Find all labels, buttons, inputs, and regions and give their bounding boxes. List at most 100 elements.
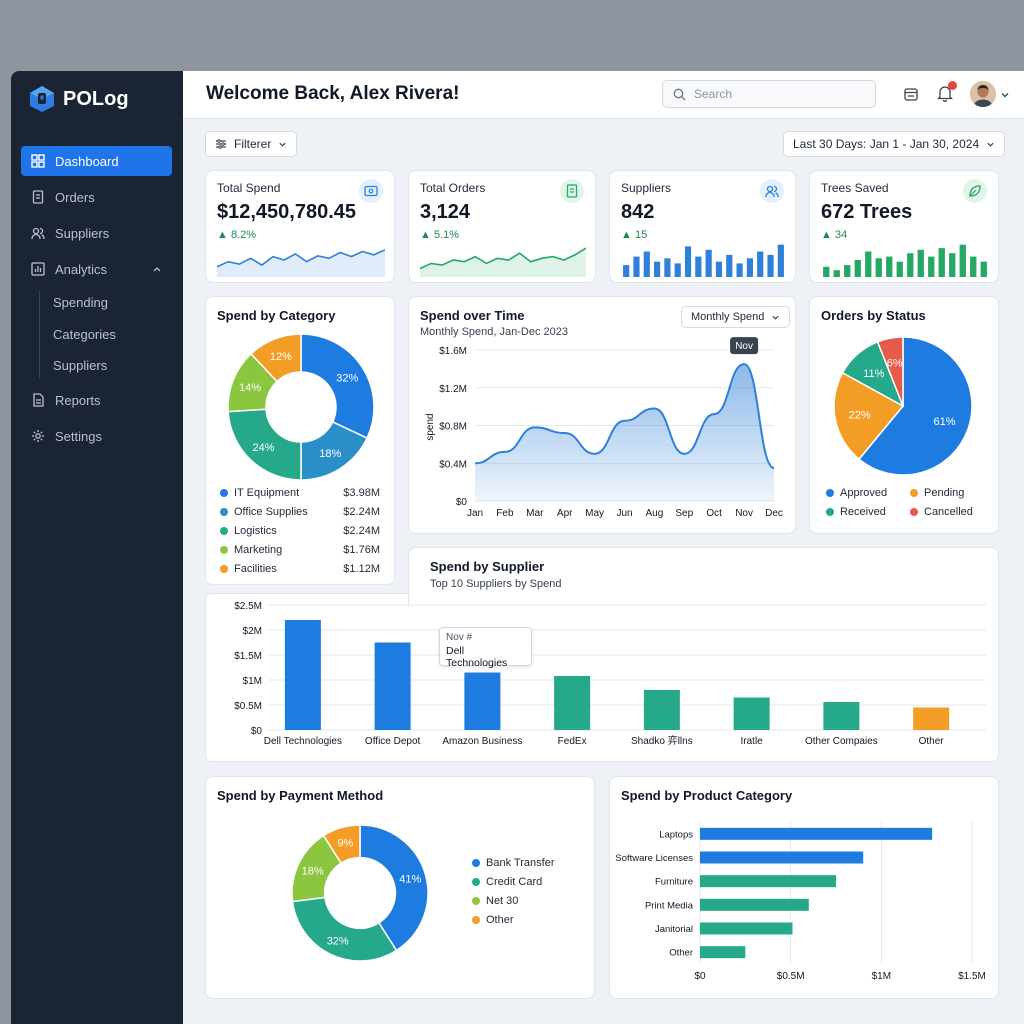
sparkline-bar [980, 261, 987, 277]
pie-slice-label: 18% [302, 866, 324, 878]
kpi-sparkline [420, 247, 586, 277]
sparkline-bar [777, 244, 784, 277]
legend-item: Approved [826, 487, 887, 499]
orders-by-status-card: Orders by Status 61% 22% 11% 6% Approved Pe… [809, 296, 999, 534]
pie-slice [857, 336, 973, 476]
x-tick-label: Jan [467, 508, 483, 519]
sidebar-item-label: Reports [55, 392, 101, 408]
area-fill [475, 364, 774, 501]
kpi-delta-value: 8.2% [230, 229, 257, 241]
chart-tooltip-text: Nov [735, 341, 753, 352]
legend-item: Facilities [220, 563, 277, 575]
receipt-icon [560, 179, 584, 203]
legend-item: IT Equipment [220, 487, 299, 499]
kpi-card-trees-saved[interactable]: Trees Saved 672 Trees ▲ 34 [809, 170, 999, 283]
legend-item: Other [472, 914, 514, 926]
sparkline-bar [695, 256, 702, 277]
kpi-value: 3,124 [420, 201, 471, 223]
y-tick-label: $0.8M [439, 422, 467, 433]
legend-label: Office Supplies [234, 506, 308, 518]
y-tick-label: $0.4M [439, 459, 467, 470]
app-name: POLog [63, 87, 129, 110]
sliders-icon [216, 139, 226, 149]
spend-by-product-chart: $0 $0.5M $1M $1.5M Laptops Software Licenses F… [615, 822, 986, 982]
bar [700, 922, 793, 935]
y-tick-label: $1.6M [439, 346, 467, 357]
x-tick-label: Dec [765, 508, 783, 519]
sidebar-subitem-suppliers[interactable]: Suppliers [53, 358, 108, 373]
x-tick-label: Apr [557, 508, 573, 519]
sidebar-item-dashboard[interactable]: Dashboard [21, 146, 172, 176]
chevron-down-icon[interactable] [1000, 90, 1010, 100]
legend-swatch [220, 546, 228, 554]
legend-label: Pending [924, 487, 965, 499]
x-tick-label: $0 [694, 971, 706, 982]
spend-over-time-chart: $0 $0.4M $0.8M $1.2M $1.6M spend Jan Feb Mar Apr M… [425, 337, 783, 519]
kpi-sparkline [217, 249, 385, 277]
logo-icon [30, 86, 54, 112]
legend-value: $1.76M [343, 544, 380, 556]
sparkline-area [420, 248, 586, 277]
sparkline-bar [854, 260, 861, 277]
kpi-card-total-orders[interactable]: Total Orders 3,124 ▲ 5.1% [408, 170, 596, 283]
avatar[interactable] [970, 81, 996, 107]
kpi-value: 842 [621, 201, 655, 223]
legend-item: Marketing [220, 544, 282, 556]
kpi-card-total-spend[interactable]: Total Spend $12,450,780.45 ▲ 8.2% [205, 170, 395, 283]
notification-bell[interactable] [936, 81, 957, 104]
search-input[interactable]: Search [662, 80, 876, 108]
y-tick-label: $0.5M [234, 701, 262, 712]
submenu-guide-line [39, 291, 40, 379]
legend-swatch [220, 527, 228, 535]
sidebar-subitem-spending[interactable]: Spending [53, 295, 108, 310]
legend-label: Logistics [234, 525, 277, 537]
app-window: POLog Dashboard Orders Suppliers Analyti… [11, 71, 1024, 1024]
sidebar-item-analytics[interactable]: Analytics [21, 254, 172, 284]
sidebar: POLog Dashboard Orders Suppliers Analyti… [11, 71, 183, 1024]
pie-slice-label: 32% [336, 373, 358, 385]
app-logo[interactable]: POLog [29, 85, 129, 113]
top-bar: Welcome Back, Alex Rivera! Search [183, 71, 1024, 119]
y-tick-label: Print Media [645, 900, 694, 911]
legend-label: Facilities [234, 563, 277, 575]
kpi-value: $12,450,780.45 [217, 201, 357, 223]
kpi-card-suppliers[interactable]: Suppliers 842 ▲ 15 [609, 170, 796, 283]
monthly-spend-select[interactable]: Monthly Spend [681, 306, 791, 328]
y-tick-label: $2.5M [234, 601, 262, 612]
sparkline-bar [917, 249, 924, 277]
kpi-delta: ▲ 8.2% [217, 229, 257, 241]
kpi-delta-value: 5.1% [433, 229, 460, 241]
sparkline-bar [674, 263, 681, 277]
sparkline-area [217, 249, 385, 277]
sidebar-item-label: Suppliers [55, 225, 110, 241]
chevron-down-icon [772, 315, 780, 320]
pie-slice-label: 61% [934, 416, 956, 428]
x-tick-label: Other [919, 736, 945, 747]
sidebar-item-reports[interactable]: Reports [21, 385, 172, 415]
card-title: Orders by Status [821, 308, 926, 323]
date-range-select[interactable]: Last 30 Days: Jan 1 - Jan 30, 2024 [783, 131, 1006, 157]
orders-status-pie: 61% 22% 11%6% [833, 336, 973, 476]
kpi-title: Total Orders [420, 181, 486, 195]
legend-label: Net 30 [486, 895, 519, 907]
x-tick-label: Feb [496, 508, 514, 519]
sparkline-bar [643, 251, 650, 277]
sidebar-item-orders[interactable]: Orders [21, 182, 172, 212]
sidebar-item-settings[interactable]: Settings [21, 421, 172, 451]
calendar-icon[interactable] [903, 86, 919, 102]
legend-item: Received [826, 506, 886, 518]
legend-value: $3.98M [343, 487, 380, 499]
sparkline-bar [736, 263, 743, 277]
sidebar-item-label: Dashboard [55, 153, 119, 169]
filter-button[interactable]: Filterer [205, 131, 298, 157]
leaf-icon [963, 179, 987, 203]
spend-by-category-card: Spend by Category 32% 18% 24% 14% 12% IT Equ… [205, 296, 395, 585]
x-tick-label: $0.5M [777, 971, 805, 982]
wallet-icon [359, 179, 383, 203]
sidebar-item-suppliers[interactable]: Suppliers [21, 218, 172, 248]
chevron-up-icon [153, 267, 161, 272]
spend-by-supplier-header: Spend by Supplier Top 10 Suppliers by Sp… [408, 547, 999, 607]
bar [464, 672, 501, 730]
gear-icon [32, 430, 44, 442]
sidebar-subitem-categories[interactable]: Categories [53, 327, 116, 342]
